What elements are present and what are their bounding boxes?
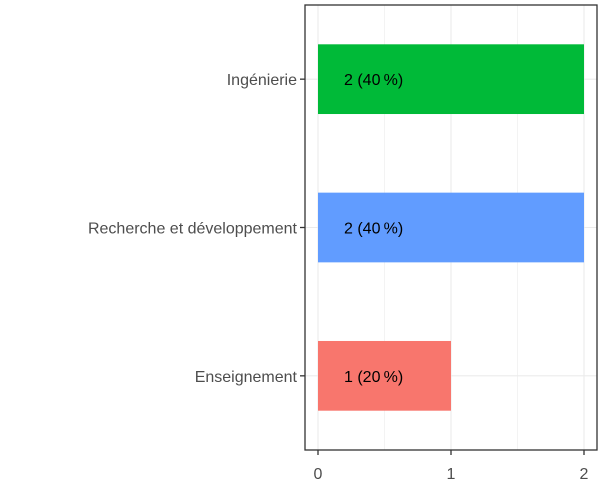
bar-value-label: 2 (40 %) (344, 221, 403, 238)
bar-2 (318, 192, 584, 263)
y-axis: Ingénierie Recherche et développement Ense… (88, 72, 305, 386)
category-label: Recherche et développement (88, 221, 298, 238)
bar-1 (318, 44, 584, 115)
x-axis: 0 1 2 (314, 450, 589, 483)
bar-labels: 2 (40 %) 2 (40 %) 1 (20 %) (344, 72, 403, 386)
bars (318, 44, 584, 411)
category-label: Ingénierie (227, 72, 297, 89)
bar-value-label: 2 (40 %) (344, 72, 403, 89)
category-label: Enseignement (195, 369, 298, 386)
bar-value-label: 1 (20 %) (344, 369, 403, 386)
x-tick-label: 0 (314, 466, 323, 483)
x-tick-label: 1 (447, 466, 456, 483)
bar-3 (318, 340, 451, 411)
x-tick-label: 2 (580, 466, 589, 483)
